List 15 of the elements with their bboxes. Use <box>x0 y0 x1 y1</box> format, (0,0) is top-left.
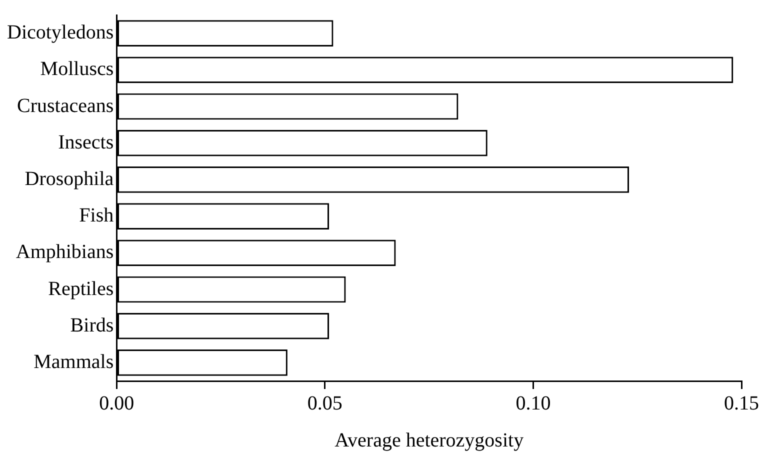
y-tick-label: Fish <box>79 204 114 227</box>
y-tick-label: Birds <box>70 314 114 336</box>
y-tick-label: Drosophila <box>24 168 114 190</box>
y-tick-label: Dicotyledons <box>6 22 114 44</box>
x-tick-label: 0.05 <box>307 392 342 414</box>
y-tick-label: Mammals <box>34 350 114 373</box>
x-tick-label: 0.15 <box>724 392 759 414</box>
y-tick-label: Crustaceans <box>17 94 114 117</box>
y-tick-label: Amphibians <box>16 241 114 264</box>
x-tick-label: 0.10 <box>516 392 551 414</box>
x-tick-label: 0.00 <box>99 392 134 414</box>
y-tick-label: Molluscs <box>40 58 114 80</box>
x-axis-title: Average heterozygosity <box>334 429 524 452</box>
y-tick-label: Insects <box>58 131 114 154</box>
y-tick-label: Reptiles <box>48 278 114 300</box>
